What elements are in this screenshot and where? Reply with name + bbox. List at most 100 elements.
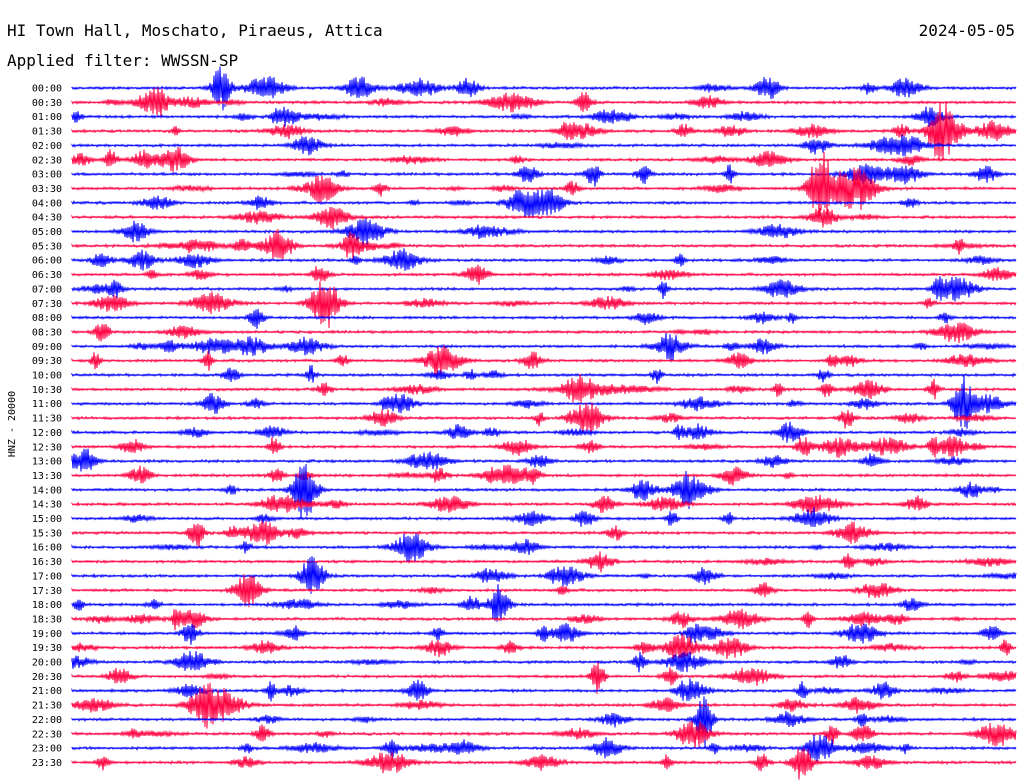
row-time-label: 07:00 — [32, 284, 62, 295]
row-time-label: 14:00 — [32, 485, 62, 496]
trace-line — [71, 507, 1017, 528]
trace-line — [71, 682, 1017, 729]
row-time-label: 12:30 — [32, 442, 62, 453]
trace-line — [71, 322, 1017, 344]
station-title: HI Town Hall, Moschato, Piraeus, Attica — [7, 21, 383, 40]
trace-line — [71, 651, 1017, 673]
row-time-label: 09:00 — [32, 342, 62, 353]
row-time-label: 21:00 — [32, 686, 62, 697]
trace-rows: 00:00 00:30 01:00 01:30 02:00 02:30 03:00 03:30… — [32, 66, 1017, 780]
trace-line — [71, 228, 1017, 261]
row-time-label: 17:30 — [32, 586, 62, 597]
trace-line — [71, 101, 1017, 162]
row-time-label: 23:00 — [32, 744, 62, 755]
trace-line — [71, 748, 1017, 780]
row-time-label: 10:00 — [32, 371, 62, 382]
row-time-label: 20:30 — [32, 672, 62, 683]
trace-line — [71, 374, 1017, 429]
row-time-label: 23:30 — [32, 758, 62, 769]
trace-line — [71, 520, 1017, 548]
trace-line — [71, 556, 1017, 594]
trace-line — [71, 402, 1017, 435]
row-time-label: 19:00 — [32, 629, 62, 640]
row-time-label: 16:00 — [32, 543, 62, 554]
row-time-label: 03:30 — [32, 184, 62, 195]
row-time-label: 05:30 — [32, 241, 62, 252]
trace-line — [71, 106, 1017, 128]
trace-line — [71, 463, 1017, 520]
row-time-label: 06:00 — [32, 256, 62, 267]
row-time-label: 05:00 — [32, 227, 62, 238]
row-time-label: 21:30 — [32, 701, 62, 712]
row-time-label: 08:00 — [32, 313, 62, 324]
row-time-label: 11:00 — [32, 399, 62, 410]
trace-line — [71, 551, 1017, 573]
row-time-label: 12:00 — [32, 428, 62, 439]
row-time-label: 01:30 — [32, 127, 62, 138]
trace-line — [71, 188, 1017, 218]
row-time-label: 01:00 — [32, 112, 62, 123]
trace-line — [71, 464, 1017, 486]
y-axis-label: HNZ - 20000 — [7, 391, 18, 457]
row-time-label: 14:30 — [32, 500, 62, 511]
trace-line — [71, 678, 1017, 702]
trace-line — [71, 720, 1017, 749]
row-time-label: 13:00 — [32, 457, 62, 468]
trace-line — [71, 151, 1017, 217]
row-time-label: 18:00 — [32, 600, 62, 611]
row-time-label: 16:30 — [32, 557, 62, 568]
row-time-label: 22:30 — [32, 729, 62, 740]
trace-line — [71, 661, 1017, 695]
row-time-label: 22:00 — [32, 715, 62, 726]
trace-line — [71, 206, 1017, 230]
trace-line — [71, 574, 1017, 608]
trace-line — [71, 218, 1017, 246]
trace-line — [71, 344, 1017, 378]
row-time-label: 02:30 — [32, 155, 62, 166]
trace-line — [71, 734, 1017, 762]
row-time-label: 11:30 — [32, 414, 62, 425]
trace-line — [71, 66, 1017, 111]
filter-label: Applied filter: WWSSN-SP — [7, 51, 238, 70]
row-time-label: 19:30 — [32, 643, 62, 654]
row-time-label: 04:00 — [32, 198, 62, 209]
trace-line — [71, 622, 1017, 645]
row-time-label: 13:30 — [32, 471, 62, 482]
trace-line — [71, 276, 1017, 302]
trace-line — [71, 494, 1017, 515]
row-time-label: 02:00 — [32, 141, 62, 152]
row-time-label: 07:30 — [32, 299, 62, 310]
row-time-label: 00:30 — [32, 98, 62, 109]
date-label: 2024-05-05 — [919, 21, 1015, 40]
row-time-label: 06:30 — [32, 270, 62, 281]
trace-line — [71, 134, 1017, 157]
trace-line — [71, 332, 1017, 363]
row-time-label: 15:00 — [32, 514, 62, 525]
trace-line — [71, 146, 1017, 173]
row-time-label: 20:00 — [32, 658, 62, 669]
trace-line — [71, 264, 1017, 285]
trace-line — [71, 608, 1017, 631]
row-time-label: 03:00 — [32, 170, 62, 181]
row-time-label: 15:30 — [32, 528, 62, 539]
trace-line — [71, 87, 1017, 119]
trace-line — [71, 281, 1017, 329]
trace-line — [71, 696, 1017, 748]
row-time-label: 00:00 — [32, 84, 62, 95]
row-time-label: 17:00 — [32, 571, 62, 582]
trace-line — [71, 435, 1017, 458]
trace-line — [71, 308, 1017, 329]
trace-line — [71, 533, 1017, 562]
trace-line — [71, 248, 1017, 271]
trace-line — [71, 633, 1017, 660]
row-time-label: 09:30 — [32, 356, 62, 367]
row-time-label: 04:30 — [32, 213, 62, 224]
trace-line — [71, 584, 1017, 622]
trace-line — [71, 421, 1017, 443]
row-time-label: 18:30 — [32, 614, 62, 625]
trace-line — [71, 373, 1017, 403]
row-time-label: 10:30 — [32, 385, 62, 396]
trace-line — [71, 448, 1017, 472]
row-time-label: 08:30 — [32, 327, 62, 338]
